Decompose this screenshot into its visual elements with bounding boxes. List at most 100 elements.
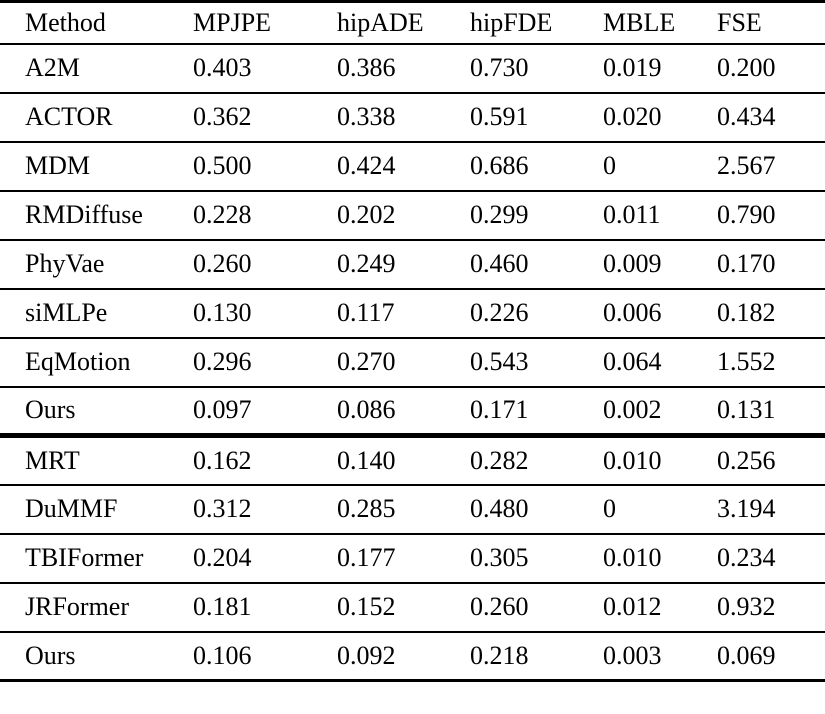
value-cell: 0.064 <box>578 337 692 388</box>
table-row: DuMMF 0.312 0.285 0.480 0 3.194 <box>0 484 825 535</box>
value-cell: 0.006 <box>578 288 692 339</box>
value-cell: 0.543 <box>445 337 578 388</box>
value-cell: 0.932 <box>692 582 825 633</box>
value-cell: 0.106 <box>193 640 252 670</box>
value-cell: 0.011 <box>578 190 692 241</box>
method-cell: MDM <box>0 141 168 192</box>
table-row: Ours 0.106 0.092 0.218 0.003 0.069 <box>0 632 825 681</box>
table-row: MDM 0.500 0.424 0.686 0 2.567 <box>0 141 825 192</box>
value-cell: 0.730 <box>445 43 578 94</box>
method-cell: Ours <box>25 640 76 670</box>
value-cell: 0.020 <box>578 92 692 143</box>
table-row: JRFormer 0.181 0.152 0.260 0.012 0.932 <box>0 582 825 633</box>
column-header-fse: FSE <box>692 1 825 45</box>
value-cell: 0.338 <box>312 92 445 143</box>
method-cell: JRFormer <box>0 582 168 633</box>
value-cell: 0.200 <box>692 43 825 94</box>
value-cell: 0.097 <box>168 386 312 438</box>
value-cell: 0.362 <box>168 92 312 143</box>
value-cell: 0.790 <box>692 190 825 241</box>
table-section-single: A2M 0.403 0.386 0.730 0.019 0.200 ACTOR 0.362 0.… <box>0 43 825 438</box>
table-row: A2M 0.403 0.386 0.730 0.019 0.200 <box>0 43 825 94</box>
value-cell: 0.009 <box>578 239 692 290</box>
value-cell: 0.234 <box>692 533 825 584</box>
value-cell: 0.305 <box>445 533 578 584</box>
value-cell: 0.181 <box>168 582 312 633</box>
method-cell: DuMMF <box>0 484 168 535</box>
table-row: Ours 0.097 0.086 0.171 0.002 0.131 <box>0 386 825 438</box>
value-cell: 0.386 <box>312 43 445 94</box>
value-cell: 0.249 <box>312 239 445 290</box>
table-row: PhyVae 0.260 0.249 0.460 0.009 0.170 <box>0 239 825 290</box>
value-cell: 0.092 <box>337 640 396 670</box>
value-cell: 0.591 <box>445 92 578 143</box>
method-cell: ACTOR <box>0 92 168 143</box>
column-header-hipfde: hipFDE <box>445 1 578 45</box>
value-cell: 0.312 <box>168 484 312 535</box>
value-cell: 0.282 <box>445 435 578 486</box>
value-cell: 0.226 <box>445 288 578 339</box>
value-cell: 0.152 <box>312 582 445 633</box>
value-cell: 3.194 <box>692 484 825 535</box>
method-cell: Ours <box>0 386 168 438</box>
table-header: Method MPJPE hipADE hipFDE MBLE FSE <box>0 1 825 45</box>
method-cell: PhyVae <box>0 239 168 290</box>
value-cell: 0.010 <box>578 533 692 584</box>
value-cell: 0.403 <box>168 43 312 94</box>
value-cell: 0.140 <box>312 435 445 486</box>
method-cell: MRT <box>0 435 168 486</box>
value-cell: 0.256 <box>692 435 825 486</box>
value-cell: 0.202 <box>312 190 445 241</box>
method-cell: TBIFormer <box>0 533 168 584</box>
table-row: siMLPe 0.130 0.117 0.226 0.006 0.182 <box>0 288 825 339</box>
value-cell: 0.177 <box>312 533 445 584</box>
value-cell: 0.270 <box>312 337 445 388</box>
value-cell: 0.460 <box>445 239 578 290</box>
table-row: EqMotion 0.296 0.270 0.543 0.064 1.552 <box>0 337 825 388</box>
method-cell: A2M <box>0 43 168 94</box>
header-row: Method MPJPE hipADE hipFDE MBLE FSE <box>0 1 825 45</box>
value-cell: 0.260 <box>168 239 312 290</box>
value-cell: 0.170 <box>692 239 825 290</box>
value-cell: 0.686 <box>445 141 578 192</box>
value-cell: 0.204 <box>168 533 312 584</box>
value-cell: 0.434 <box>692 92 825 143</box>
value-cell: 0.130 <box>168 288 312 339</box>
table-row: RMDiffuse 0.228 0.202 0.299 0.011 0.790 <box>0 190 825 241</box>
table-row: MRT 0.162 0.140 0.282 0.010 0.256 <box>0 435 825 486</box>
value-cell: 0.182 <box>692 288 825 339</box>
value-cell: 0.117 <box>312 288 445 339</box>
table-row: ACTOR 0.362 0.338 0.591 0.020 0.434 <box>0 92 825 143</box>
value-cell: 0.171 <box>445 386 578 438</box>
value-cell: 0.019 <box>578 43 692 94</box>
value-cell: 1.552 <box>692 337 825 388</box>
column-header-mble: MBLE <box>578 1 692 45</box>
value-cell: 0.260 <box>445 582 578 633</box>
table-row: TBIFormer 0.204 0.177 0.305 0.010 0.234 <box>0 533 825 584</box>
value-cell: 0.228 <box>168 190 312 241</box>
value-cell: 0.299 <box>445 190 578 241</box>
value-cell: 0 <box>578 141 692 192</box>
value-cell: 0.010 <box>578 435 692 486</box>
method-cell: RMDiffuse <box>0 190 168 241</box>
value-cell: 0.131 <box>692 386 825 438</box>
method-cell: EqMotion <box>0 337 168 388</box>
value-cell: 0.012 <box>578 582 692 633</box>
column-header-hipade: hipADE <box>312 1 445 45</box>
value-cell: 0.218 <box>470 640 529 670</box>
value-cell: 0 <box>578 484 692 535</box>
value-cell: 0.003 <box>603 640 662 670</box>
column-header-mpjpe: MPJPE <box>168 1 312 45</box>
value-cell: 0.500 <box>168 141 312 192</box>
column-header-method: Method <box>0 1 168 45</box>
value-cell: 0.069 <box>717 640 776 670</box>
value-cell: 0.285 <box>312 484 445 535</box>
value-cell: 2.567 <box>692 141 825 192</box>
table-section-multi: MRT 0.162 0.140 0.282 0.010 0.256 DuMMF 0.312 0.… <box>0 435 825 681</box>
results-table: Method MPJPE hipADE hipFDE MBLE FSE A2M 0… <box>0 0 825 682</box>
value-cell: 0.480 <box>445 484 578 535</box>
value-cell: 0.002 <box>578 386 692 438</box>
value-cell: 0.296 <box>168 337 312 388</box>
value-cell: 0.162 <box>168 435 312 486</box>
